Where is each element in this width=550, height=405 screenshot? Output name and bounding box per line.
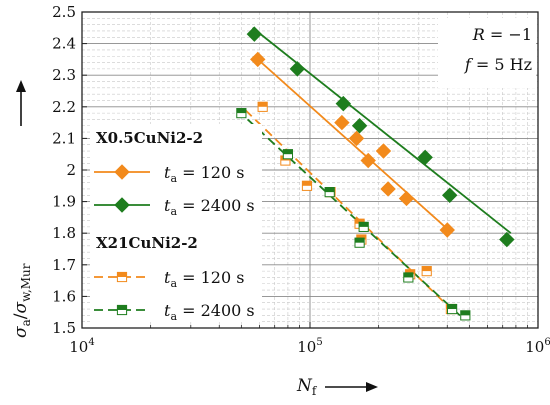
diamond-marker	[114, 164, 130, 180]
y-tick-label: 1.9	[52, 193, 76, 211]
y-tick-label: 1.6	[52, 287, 76, 305]
square-marker-fill	[236, 108, 246, 114]
annotation-background	[438, 18, 536, 88]
y-tick-label: 2.2	[52, 98, 76, 116]
square-marker-fill	[302, 181, 312, 186]
diamond-marker	[375, 143, 392, 159]
square-marker-fill	[359, 222, 369, 227]
data-points	[236, 26, 515, 321]
x-axis-label: Nf	[296, 376, 318, 398]
legend-background	[90, 124, 262, 322]
x-tick-label: 105	[297, 337, 322, 356]
diamond-marker	[499, 231, 515, 248]
square-marker-fill	[405, 269, 415, 275]
diamond-marker	[289, 61, 306, 77]
square-marker-fill	[117, 272, 127, 277]
legend-label: ta = 120 s	[164, 268, 244, 290]
diamond-marker	[380, 181, 396, 197]
legend-label: ta = 120 s	[164, 163, 244, 185]
diamond-marker	[360, 152, 376, 169]
diamond-marker	[114, 197, 130, 213]
fit-lines	[236, 27, 512, 320]
axis-ticks: 1.5 1.6 1.7 1.8 1.9 2 2.1 2.2 2.3 2.4 2.5 104 105 106	[52, 3, 550, 356]
square-marker-fill	[403, 272, 413, 278]
diamond-marker	[398, 190, 415, 207]
fit-line	[253, 55, 453, 234]
y-tick-label: 1.5	[52, 319, 76, 337]
legend-group-title: X0.5CuNi2-2	[96, 129, 203, 147]
legend-group-title: X21CuNi2-2	[96, 234, 198, 252]
square-marker-fill	[447, 304, 457, 310]
square-marker-fill	[354, 219, 365, 224]
square-marker-fill	[354, 238, 365, 243]
diamond-marker	[417, 149, 433, 166]
diamond-marker	[250, 51, 266, 68]
square-marker-fill	[422, 266, 432, 272]
diamond-marker	[335, 95, 352, 112]
y-tick-label: 1.7	[52, 256, 76, 274]
y-tick-label: 2.3	[52, 66, 76, 84]
y-tick-label: 2.5	[52, 3, 76, 21]
square-marker-fill	[460, 310, 470, 316]
y-tick-label: 2.4	[52, 35, 76, 53]
y-tick-label: 2.1	[52, 129, 76, 147]
x-tick-label: 106	[525, 337, 550, 356]
legend-label: ta = 2400 s	[164, 196, 255, 218]
legend: X0.5CuNi2-2 X21CuNi2-2 ta = 120 s ta = 2400…	[90, 124, 262, 323]
square-marker-fill	[258, 102, 268, 107]
annotation-text: f = 5 Hz	[464, 55, 532, 74]
diamond-marker	[439, 222, 455, 238]
y-tick-label: 2	[66, 161, 76, 179]
square-marker-fill	[117, 305, 127, 310]
square-marker-fill	[356, 234, 366, 240]
diamond-marker	[348, 130, 365, 147]
diamond-marker	[351, 118, 368, 134]
y-axis-arrowhead	[16, 80, 26, 92]
diamond-marker	[246, 26, 263, 42]
square-marker-fill	[283, 149, 293, 155]
axis-titles: Nf σa/σw,Mur	[11, 80, 378, 398]
legend-label: ta = 2400 s	[164, 301, 255, 323]
x-axis-arrowhead	[366, 382, 378, 392]
conditions-annotation: R = −1 f = 5 Hz	[438, 18, 536, 88]
y-tick-label: 1.8	[52, 224, 76, 242]
y-axis-label: σa/σw,Mur	[11, 263, 33, 338]
diamond-marker	[442, 187, 458, 203]
annotation-text: R = −1	[472, 25, 532, 44]
square-marker-fill	[325, 187, 335, 193]
diamond-marker	[334, 114, 350, 131]
fit-line	[244, 109, 456, 313]
fit-line	[236, 109, 464, 320]
fit-line	[252, 27, 512, 234]
x-tick-label: 104	[69, 337, 94, 356]
